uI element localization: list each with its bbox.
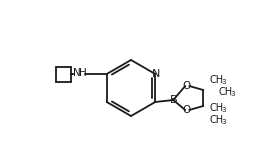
Text: CH: CH bbox=[218, 87, 232, 97]
Text: CH: CH bbox=[209, 103, 223, 113]
Text: N: N bbox=[73, 68, 81, 78]
Text: B: B bbox=[170, 95, 177, 105]
Text: CH: CH bbox=[209, 115, 223, 125]
Text: H: H bbox=[79, 68, 87, 78]
Text: CH: CH bbox=[209, 75, 223, 85]
Text: 3: 3 bbox=[230, 91, 235, 97]
Text: N: N bbox=[152, 69, 160, 79]
Text: O: O bbox=[182, 81, 190, 91]
Text: 3: 3 bbox=[221, 79, 226, 85]
Text: O: O bbox=[182, 105, 190, 115]
Text: 3: 3 bbox=[221, 119, 226, 125]
Text: 3: 3 bbox=[221, 107, 226, 113]
